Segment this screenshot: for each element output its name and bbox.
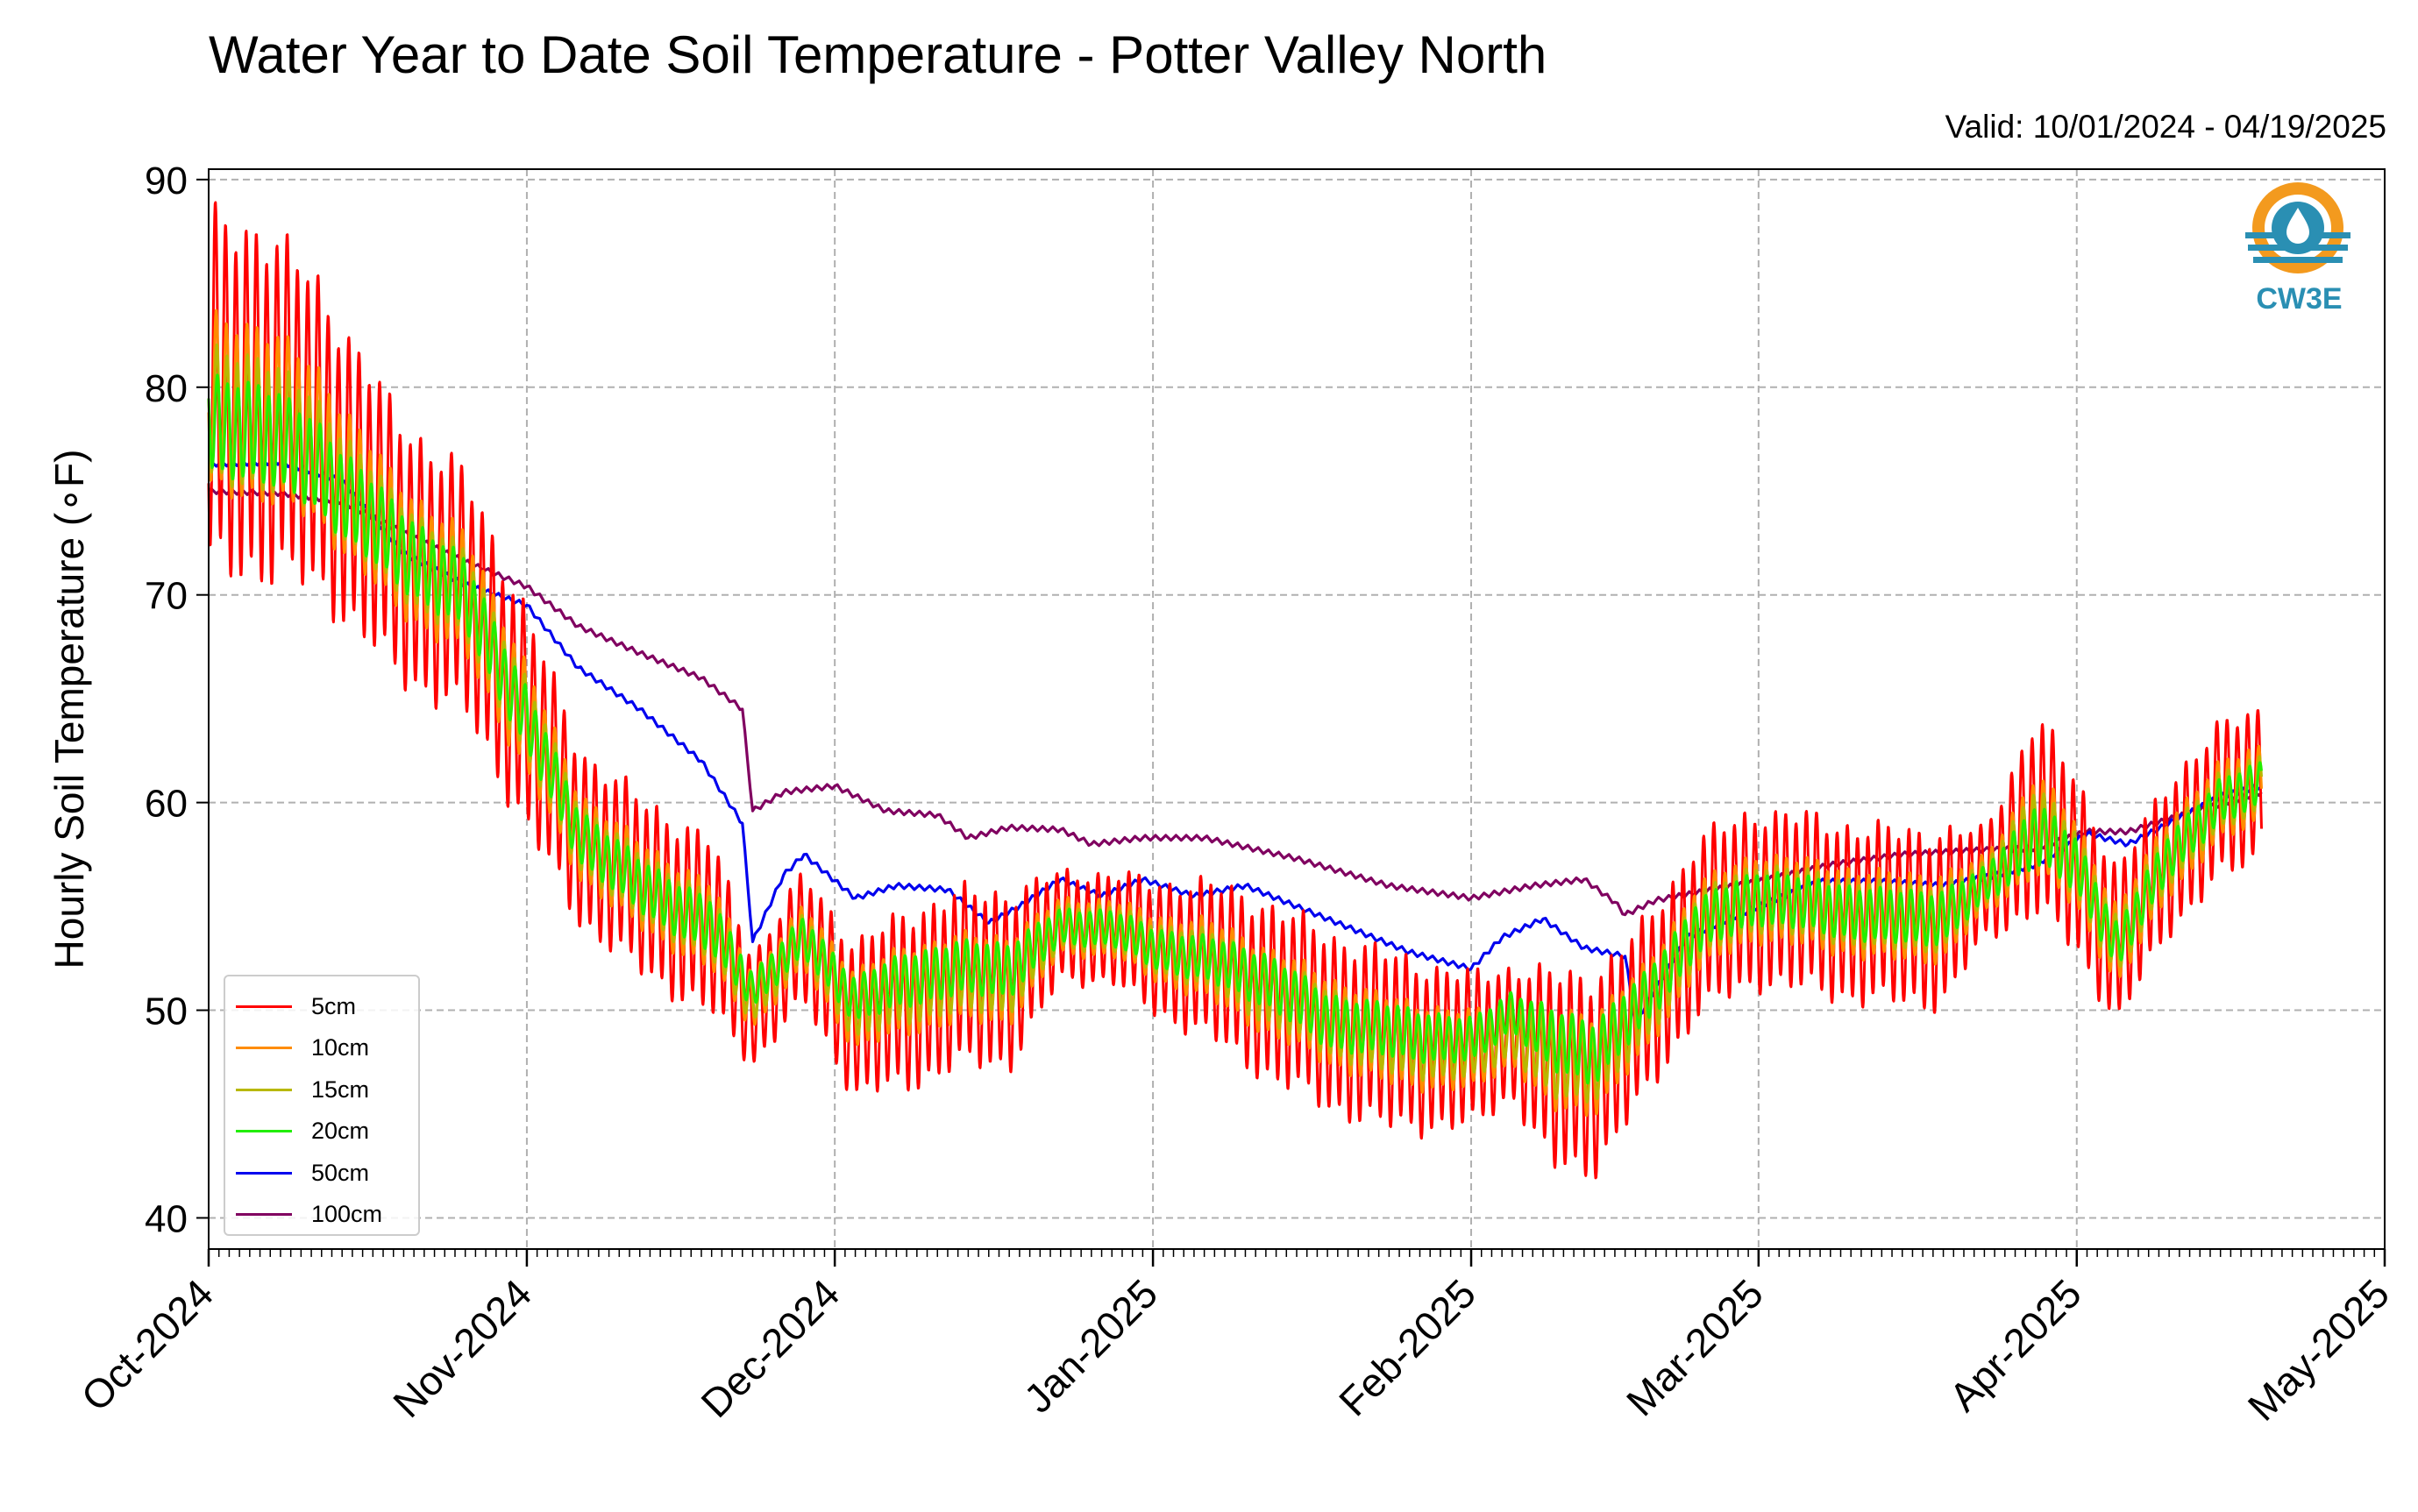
- y-axis-label: Hourly Soil Temperature (∘F): [46, 450, 92, 969]
- x-tick-label: Nov-2024: [384, 1270, 540, 1426]
- chart-title: Water Year to Date Soil Temperature - Po…: [209, 25, 1547, 84]
- legend-label: 100cm: [311, 1201, 383, 1227]
- x-tick-label: Mar-2025: [1618, 1270, 1772, 1424]
- legend-item-15cm: 15cm: [236, 1072, 369, 1107]
- x-tick-label: Dec-2024: [692, 1270, 848, 1426]
- x-tick-label: May-2025: [2239, 1270, 2398, 1429]
- legend-item-20cm: 20cm: [236, 1114, 369, 1149]
- x-tick-label: Apr-2025: [1940, 1270, 2090, 1420]
- axes: 40 50 60 70 80 90 Oct-2024 Nov-2024 Dec-2024 Jan-…: [73, 160, 2399, 1430]
- legend-label: 5cm: [311, 992, 357, 1019]
- series-layer: [207, 201, 2263, 1180]
- legend-swatch: [236, 1130, 292, 1132]
- legend-item-10cm: 10cm: [236, 1031, 369, 1066]
- legend-item-5cm: 5cm: [236, 989, 356, 1024]
- legend-label: 15cm: [311, 1075, 370, 1103]
- y-tick-label: 90: [145, 160, 188, 202]
- y-tick-label: 60: [145, 783, 188, 826]
- legend-label: 50cm: [311, 1159, 370, 1186]
- legend-label: 20cm: [311, 1118, 370, 1144]
- y-tick-label: 70: [145, 575, 188, 618]
- x-tick-label: Jan-2025: [1015, 1270, 1166, 1421]
- cw3e-logo-icon: [2245, 182, 2350, 273]
- valid-date-range: Valid: 10/01/2024 - 04/19/2025: [1945, 109, 2386, 145]
- legend-item-50cm: 50cm: [236, 1155, 369, 1190]
- x-tick-label: Oct-2024: [73, 1270, 223, 1420]
- legend-swatch: [236, 1171, 292, 1175]
- legend-swatch: [236, 1047, 292, 1049]
- series-line-20cm: [207, 373, 2263, 1085]
- legend-swatch: [236, 1088, 292, 1091]
- legend: 5cm 10cm 15cm 20cm 50cm 100cm: [224, 975, 420, 1236]
- y-tick-label: 80: [145, 367, 188, 410]
- legend-swatch: [236, 1213, 292, 1216]
- legend-item-100cm: 100cm: [236, 1197, 382, 1232]
- y-tick-label: 40: [145, 1197, 188, 1240]
- cw3e-logo-text: CW3E: [2256, 282, 2343, 316]
- legend-label: 10cm: [311, 1034, 370, 1061]
- legend-swatch: [236, 1004, 292, 1008]
- x-tick-label: Feb-2025: [1330, 1270, 1484, 1424]
- y-tick-label: 50: [145, 990, 188, 1033]
